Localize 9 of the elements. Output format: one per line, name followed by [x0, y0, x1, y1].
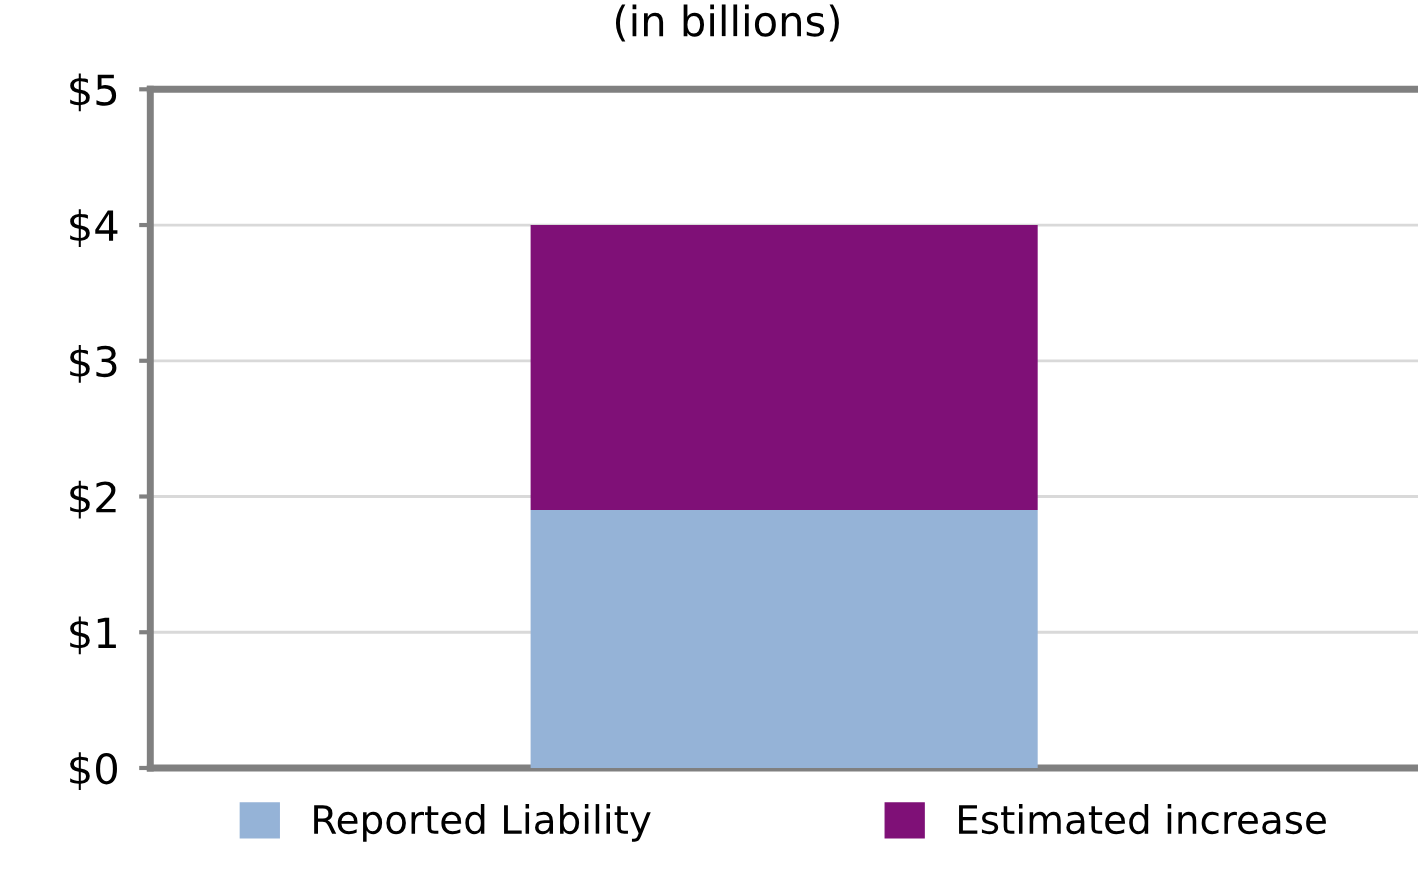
y-tick-label: $0	[70, 752, 117, 790]
y-tick-label: $5	[70, 73, 117, 112]
y-tick-label: $1	[70, 616, 116, 655]
y-tick-label: $2	[70, 480, 116, 519]
y-tick-label: $4	[70, 209, 118, 247]
chart-title: (in billions)	[615, 4, 839, 42]
legend-label: Reported Liability	[314, 804, 651, 842]
y-tick-label: $3	[70, 344, 117, 383]
legend-label: Estimated increase	[959, 804, 1326, 835]
